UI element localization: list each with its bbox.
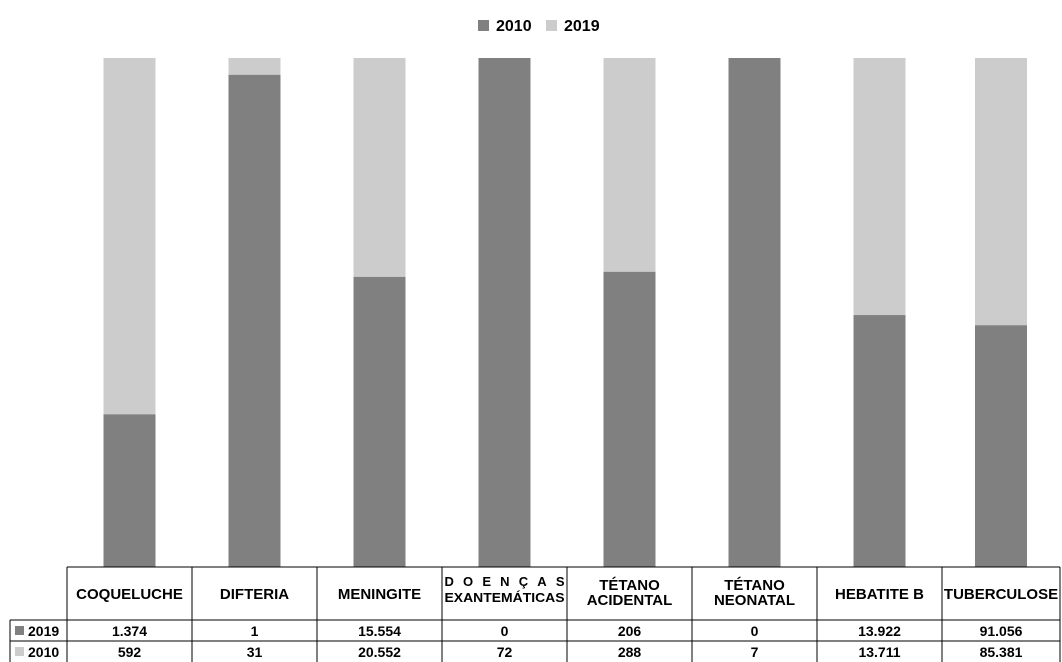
category-label-line: MENINGITE <box>338 586 421 603</box>
category-label-line: DOENÇAS <box>445 574 565 589</box>
legend-label-2019: 2019 <box>564 18 600 35</box>
data-label-2019-3: 0 <box>501 623 509 639</box>
data-label-2019-0: 1.374 <box>112 623 147 639</box>
category-label-line: COQUELUCHE <box>76 586 183 603</box>
data-label-2019-2: 15.554 <box>358 623 401 639</box>
row-legend-key-2010 <box>15 647 24 656</box>
category-label-line: TUBERCULOSE <box>944 586 1058 603</box>
category-label-line: HEBATITE B <box>835 586 924 603</box>
bar-segment-dark-7 <box>975 325 1027 567</box>
bar-segment-dark-6 <box>853 315 906 567</box>
row-label-2019: 2019 <box>28 623 59 639</box>
data-label-2019-7: 91.056 <box>980 623 1023 639</box>
legend-swatch-2019 <box>546 20 557 31</box>
bar-segment-dark-0 <box>103 414 156 567</box>
data-table: COQUELUCHE DIFTERIA MENINGITE DOENÇASEXANTE… <box>9 566 1061 662</box>
data-label-2010-1: 31 <box>247 644 263 660</box>
data-label-2010-6: 13.711 <box>858 644 900 660</box>
row-label-2010: 2010 <box>28 644 59 660</box>
bar-segment-dark-4 <box>603 271 656 567</box>
category-label-2: MENINGITE <box>338 586 421 603</box>
data-label-2019-1: 1 <box>251 623 259 639</box>
bar-segment-light-1 <box>228 58 281 75</box>
data-label-2010-3: 72 <box>497 644 513 660</box>
bar-segment-light-2 <box>353 58 406 277</box>
category-label-line: TÉTANO <box>599 577 660 594</box>
category-label-0: COQUELUCHE <box>76 586 183 603</box>
category-label-line: EXANTEMÁTICAS <box>445 590 565 605</box>
category-label-line: ACIDENTAL <box>587 592 673 609</box>
category-label-line: DIFTERIA <box>220 586 289 603</box>
bar-segment-dark-2 <box>353 276 406 567</box>
legend-label-2010: 2010 <box>496 18 532 35</box>
bar-segment-light-0 <box>103 58 156 415</box>
category-label-line: NEONATAL <box>714 592 795 609</box>
data-label-2010-0: 592 <box>118 644 142 660</box>
category-label-line: TÉTANO <box>724 577 785 594</box>
category-label-6: HEBATITE B <box>835 586 924 603</box>
bars <box>103 58 1027 567</box>
bar-segment-light-4 <box>603 58 656 272</box>
bar-segment-dark-5 <box>728 58 781 567</box>
bar-segment-light-6 <box>853 58 906 316</box>
bar-segment-dark-1 <box>228 74 281 567</box>
bar-segment-dark-3 <box>478 58 531 567</box>
category-label-1: DIFTERIA <box>220 586 289 603</box>
bar-segment-light-7 <box>975 58 1027 326</box>
category-label-7: TUBERCULOSE <box>944 586 1058 603</box>
data-label-2010-2: 20.552 <box>358 644 401 660</box>
data-label-2010-5: 7 <box>751 644 759 660</box>
data-label-2019-5: 0 <box>751 623 759 639</box>
data-label-2010-4: 288 <box>618 644 642 660</box>
data-label-2019-6: 13.922 <box>858 623 901 639</box>
data-label-2010-7: 85.381 <box>980 644 1023 660</box>
data-label-2019-4: 206 <box>618 623 642 639</box>
legend: 2010 2019 <box>478 18 600 35</box>
legend-swatch-2010 <box>478 20 489 31</box>
row-legend-key-2019 <box>15 626 24 635</box>
